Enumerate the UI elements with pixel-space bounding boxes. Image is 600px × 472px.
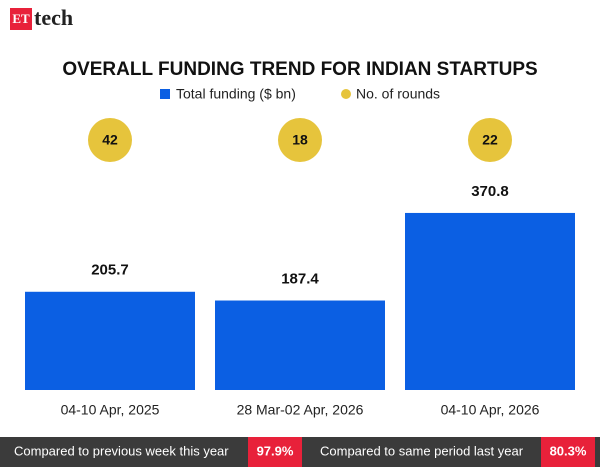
bar (25, 291, 195, 390)
rounds-marker (278, 118, 322, 162)
x-tick-label: 04-10 Apr, 2025 (61, 402, 160, 418)
legend-swatch (341, 89, 351, 99)
footer-label: Compared to previous week this year (14, 443, 229, 458)
legend-swatch (160, 89, 170, 99)
chart-title: OVERALL FUNDING TREND FOR INDIAN STARTUP… (62, 59, 537, 80)
bar (215, 300, 385, 390)
value-label: 370.8 (471, 183, 509, 200)
value-label: 205.7 (91, 262, 129, 279)
rounds-label: 18 (292, 132, 308, 148)
footer-value: 97.9% (257, 443, 294, 458)
x-tick-label: 28 Mar-02 Apr, 2026 (237, 402, 364, 418)
value-label: 187.4 (281, 270, 319, 287)
rounds-marker (88, 118, 132, 162)
rounds-label: 22 (482, 132, 498, 148)
rounds-label: 42 (102, 132, 118, 148)
footer-badge (248, 437, 302, 467)
bar (405, 212, 575, 390)
footer-badge (541, 437, 595, 467)
rounds-marker (468, 118, 512, 162)
footer-label: Compared to same period last year (320, 443, 524, 458)
x-tick-label: 04-10 Apr, 2026 (441, 402, 540, 418)
legend-label: No. of rounds (356, 86, 440, 102)
footer-value: 80.3% (550, 443, 587, 458)
logo-mark: ET (12, 11, 30, 26)
logo-box (10, 8, 32, 30)
legend-label: Total funding ($ bn) (176, 86, 296, 102)
logo-name: tech (34, 5, 73, 30)
